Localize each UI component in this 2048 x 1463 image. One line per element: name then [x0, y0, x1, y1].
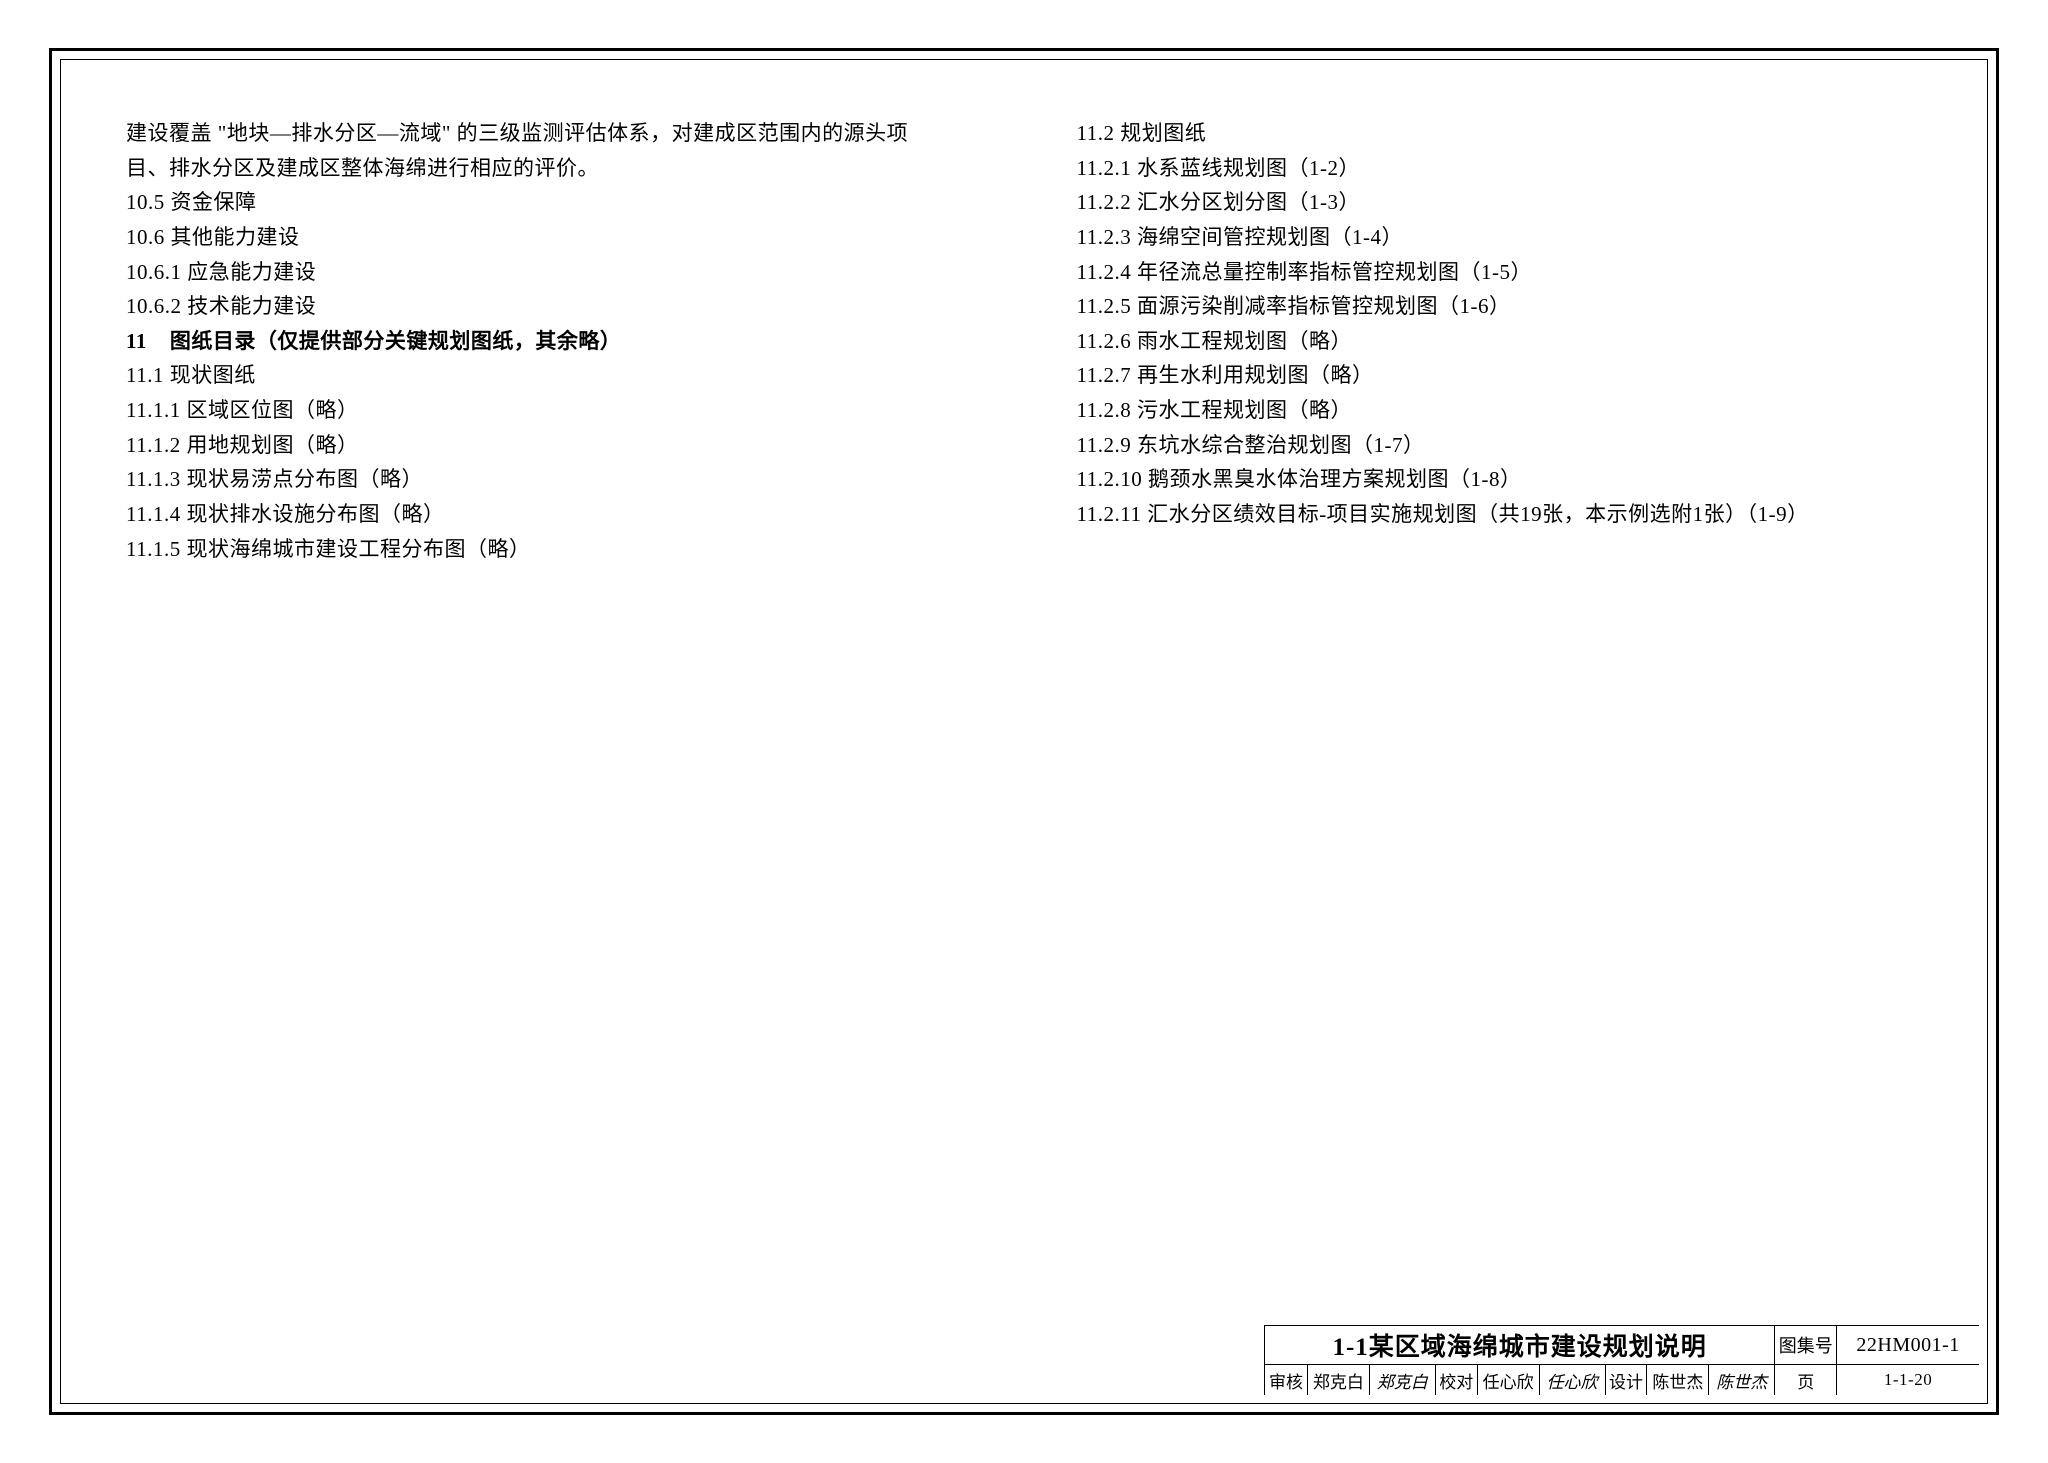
- left-column-line: 10.5 资金保障: [126, 185, 977, 220]
- left-column-line: 目、排水分区及建成区整体海绵进行相应的评价。: [126, 151, 977, 186]
- page-inner-border: 建设覆盖 "地块—排水分区—流域" 的三级监测评估体系，对建成区范围内的源头项目…: [60, 59, 1988, 1404]
- reviewer-name: 郑克白: [1307, 1365, 1369, 1395]
- left-column-line: 10.6.2 技术能力建设: [126, 289, 977, 324]
- content-area: 建设覆盖 "地块—排水分区—流域" 的三级监测评估体系，对建成区范围内的源头项目…: [126, 116, 1927, 1325]
- proofreader-label: 校对: [1435, 1365, 1477, 1395]
- left-column-line: 建设覆盖 "地块—排水分区—流域" 的三级监测评估体系，对建成区范围内的源头项: [126, 116, 977, 151]
- atlas-number-value: 22HM001-1: [1836, 1326, 1979, 1364]
- right-column-line: 11.2.4 年径流总量控制率指标管控规划图（1-5）: [1077, 255, 1928, 290]
- drawing-title: 1-1某区域海绵城市建设规划说明: [1265, 1326, 1774, 1364]
- right-column-line: 11.2.7 再生水利用规划图（略）: [1077, 358, 1928, 393]
- reviewer-label: 审核: [1265, 1365, 1307, 1395]
- proofreader-signature: 任心欣: [1539, 1365, 1605, 1395]
- page-outer-border: 建设覆盖 "地块—排水分区—流域" 的三级监测评估体系，对建成区范围内的源头项目…: [49, 48, 1999, 1415]
- right-column-line: 11.2.11 汇水分区绩效目标-项目实施规划图（共19张，本示例选附1张）（1…: [1077, 497, 1928, 532]
- left-column-line: 11.1.4 现状排水设施分布图（略）: [126, 497, 977, 532]
- right-column-line: 11.2.6 雨水工程规划图（略）: [1077, 324, 1928, 359]
- left-column-line: 11.1.5 现状海绵城市建设工程分布图（略）: [126, 532, 977, 567]
- right-column-line: 11.2.8 污水工程规划图（略）: [1077, 393, 1928, 428]
- designer-signature: 陈世杰: [1708, 1365, 1774, 1395]
- right-column: 11.2 规划图纸11.2.1 水系蓝线规划图（1-2）11.2.2 汇水分区划…: [1077, 116, 1928, 1325]
- left-column-line: 10.6.1 应急能力建设: [126, 255, 977, 290]
- page-number: 1-1-20: [1836, 1365, 1979, 1395]
- left-column-line: 11.1.1 区域区位图（略）: [126, 393, 977, 428]
- right-column-line: 11.2.2 汇水分区划分图（1-3）: [1077, 185, 1928, 220]
- left-column-line: 10.6 其他能力建设: [126, 220, 977, 255]
- proofreader-name: 任心欣: [1477, 1365, 1539, 1395]
- left-column-line: 11 图纸目录（仅提供部分关键规划图纸，其余略）: [126, 324, 977, 359]
- right-column-line: 11.2.5 面源污染削减率指标管控规划图（1-6）: [1077, 289, 1928, 324]
- right-column-line: 11.2 规划图纸: [1077, 116, 1928, 151]
- atlas-number-label: 图集号: [1774, 1326, 1836, 1364]
- designer-label: 设计: [1605, 1365, 1647, 1395]
- reviewer-signature: 郑克白: [1369, 1365, 1435, 1395]
- right-column-line: 11.2.9 东坑水综合整治规划图（1-7）: [1077, 428, 1928, 463]
- left-column-line: 11.1.2 用地规划图（略）: [126, 428, 977, 463]
- right-column-line: 11.2.10 鹅颈水黑臭水体治理方案规划图（1-8）: [1077, 462, 1928, 497]
- page-label: 页: [1774, 1365, 1836, 1395]
- title-block: 1-1某区域海绵城市建设规划说明 图集号 22HM001-1 审核 郑克白 郑克…: [1264, 1325, 1979, 1395]
- designer-name: 陈世杰: [1646, 1365, 1708, 1395]
- left-column-line: 11.1.3 现状易涝点分布图（略）: [126, 462, 977, 497]
- right-column-line: 11.2.3 海绵空间管控规划图（1-4）: [1077, 220, 1928, 255]
- left-column-line: 11.1 现状图纸: [126, 358, 977, 393]
- right-column-line: 11.2.1 水系蓝线规划图（1-2）: [1077, 151, 1928, 186]
- left-column: 建设覆盖 "地块—排水分区—流域" 的三级监测评估体系，对建成区范围内的源头项目…: [126, 116, 977, 1325]
